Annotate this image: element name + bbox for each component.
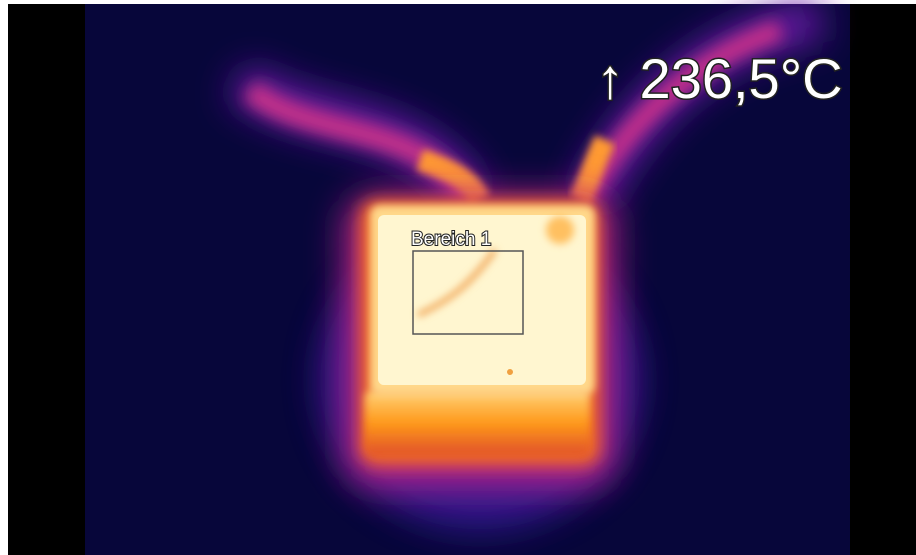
page: Bereich 1 ↑ 236,5°C (() => { const data …: [0, 0, 916, 555]
max-temperature: ↑ 236,5°C: [596, 47, 843, 110]
region-label: Bereich 1: [411, 229, 491, 250]
thermal-view: Bereich 1 ↑ 236,5°C: [0, 0, 916, 555]
